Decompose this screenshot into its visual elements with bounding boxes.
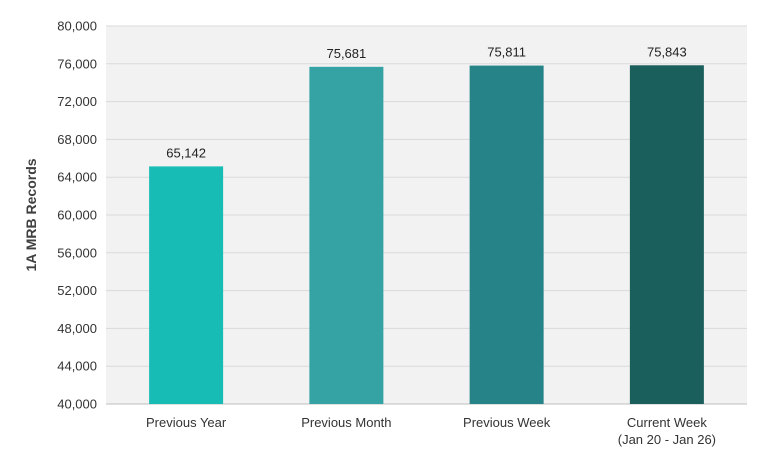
y-axis-label: 1A MRB Records [23,158,39,271]
data-label: 75,681 [326,46,366,61]
x-tick-label: Previous Year [146,415,227,430]
y-tick-label: 44,000 [57,359,97,374]
x-axis-ticks: Previous Year Previous Month Previous Week… [146,415,716,447]
y-tick-label: 56,000 [57,245,97,260]
data-label: 75,811 [487,45,526,60]
x-tick-label: Previous Week [463,415,551,430]
y-tick-label: 64,000 [57,170,97,185]
bar [629,65,704,404]
y-tick-label: 40,000 [57,397,97,412]
x-tick-label: Previous Month [301,415,391,430]
y-tick-label: 76,000 [57,56,97,71]
x-tick-label: (Jan 20 - Jan 26) [618,432,716,447]
y-tick-label: 72,000 [57,94,97,109]
data-label: 75,843 [647,44,687,59]
bar [469,65,544,404]
bars: 65,142 75,681 75,811 75,843 [149,44,704,405]
y-tick-label: 48,000 [57,321,97,336]
y-tick-label: 52,000 [57,283,97,298]
y-tick-label: 68,000 [57,132,97,147]
y-axis-ticks: 40,000 44,000 48,000 52,000 56,000 60,000 64,0… [57,19,97,412]
data-label: 65,142 [166,145,206,160]
y-tick-label: 80,000 [57,19,97,34]
bar [309,66,384,405]
x-tick-label: Current Week [627,415,707,430]
bar [149,166,224,404]
y-tick-label: 60,000 [57,208,97,223]
